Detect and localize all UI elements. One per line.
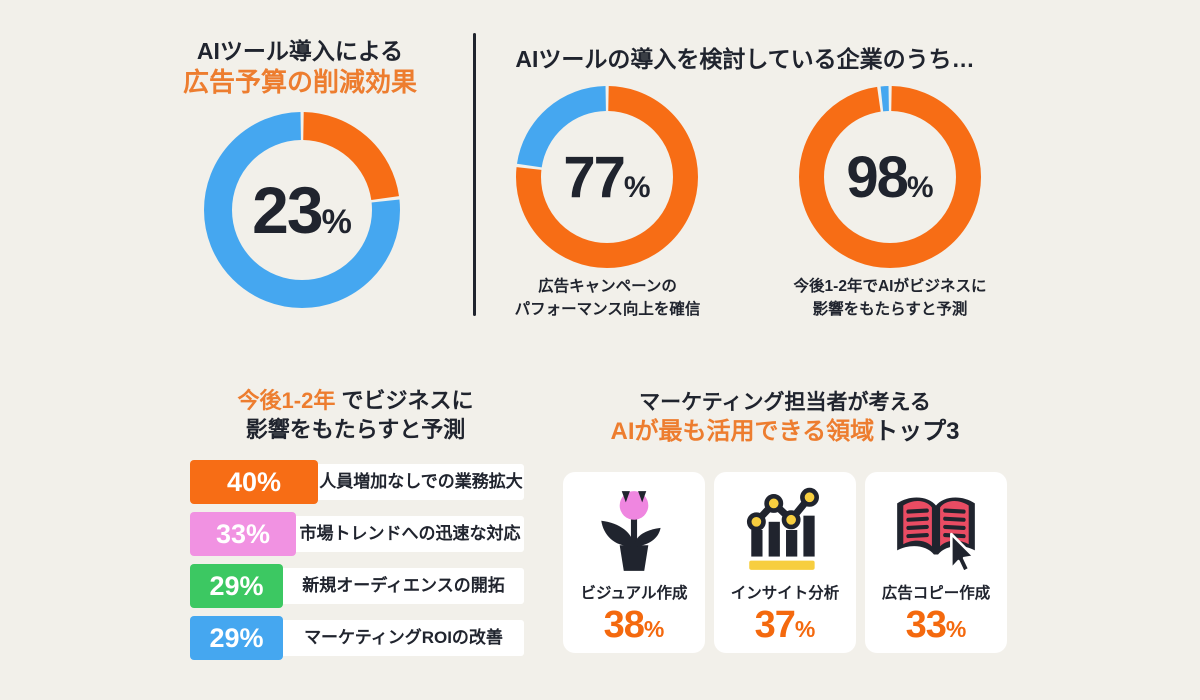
vertical-divider [473, 33, 476, 316]
budget-panel-title: AIツール導入による 広告予算の削減効果 [120, 36, 480, 98]
top3-cards: ビジュアル作成 38% インサイト分析 37% [563, 472, 1007, 653]
caption-line2: 影響をもたらすと予測 [812, 301, 968, 318]
donut-ring [516, 86, 698, 268]
considering-panel-title: AIツールの導入を検討している企業のうち… [515, 46, 975, 72]
impact-panel-title: 今後1-2年 でビジネスに 影響をもたらすと予測 [168, 386, 543, 444]
card-value: 37 [754, 604, 796, 646]
top3-title-line1: マーケティング担当者が考える [639, 391, 931, 414]
card-value: 38 [603, 604, 645, 646]
card-percentage: 38% [604, 604, 665, 647]
bar-row: 40% 人員増加なしでの業務拡大 [190, 460, 524, 504]
bar-row: 29% マーケティングROIの改善 [190, 616, 524, 660]
card-percentage: 37% [755, 604, 816, 647]
bar-value-block: 29% [190, 616, 283, 660]
bar-category-label: 市場トレンドへの迅速な対応 [299, 524, 521, 543]
bar-row: 33% 市場トレンドへの迅速な対応 [190, 512, 524, 556]
caption-line1: 広告キャンペーンの [538, 278, 677, 295]
card-value: 33 [905, 604, 947, 646]
impact-title-highlight: 今後1-2年 [237, 388, 336, 413]
percent-sign: % [945, 616, 967, 642]
budget-title-line2: 広告予算の削減効果 [182, 67, 417, 97]
insight-chart-icon [746, 487, 819, 570]
card-visual-creation: ビジュアル作成 38% [563, 472, 705, 653]
budget-title-line1: AIツール導入による [196, 38, 404, 64]
percent-sign: % [623, 170, 651, 204]
card-insight-analysis: インサイト分析 37% [714, 472, 856, 653]
card-label: ビジュアル作成 [580, 585, 688, 602]
impact-title-line2: 影響をもたらすと予測 [245, 417, 466, 442]
top3-title-suffix: トップ3 [874, 418, 960, 445]
donut-ring [799, 86, 981, 268]
percent-sign: % [906, 170, 934, 204]
bar-category-label: 人員増加なしでの業務拡大 [319, 472, 523, 491]
budget-donut-chart: 23% [204, 112, 400, 308]
bar-value-block: 29% [190, 564, 283, 608]
donut-ring [204, 112, 400, 308]
bar-value-block: 33% [190, 512, 296, 556]
donut-value: 98 [846, 144, 908, 210]
percent-sign: % [794, 616, 816, 642]
impact-bar-chart: 40% 人員増加なしでの業務拡大 33% 市場トレンドへの迅速な対応 29% 新… [190, 460, 524, 668]
impact-prediction-donut-chart: 98% [799, 86, 981, 268]
bar-value-block: 40% [190, 460, 318, 504]
caption-line1: 今後1-2年でAIがビジネスに [793, 278, 987, 295]
donut-value: 23 [252, 173, 323, 247]
open-book-cursor-icon [897, 497, 976, 574]
confidence-donut-chart: 77% [516, 86, 698, 268]
percent-sign: % [643, 616, 665, 642]
caption-line2: パフォーマンス向上を確信 [514, 301, 701, 318]
card-ad-copywriting: 広告コピー作成 33% [865, 472, 1007, 653]
impact-donut-label: 98% [799, 86, 981, 268]
percent-sign: % [321, 203, 352, 241]
bar-category-label: 新規オーディエンスの開拓 [302, 576, 505, 595]
donut-value: 77 [563, 144, 625, 210]
top3-title-highlight: AIが最も活用できる領域 [610, 418, 875, 445]
impact-title-rest: でビジネスに [335, 388, 474, 413]
confidence-donut-caption: 広告キャンペーンの パフォーマンス向上を確信 [495, 275, 720, 321]
impact-title-line1: 今後1-2年 でビジネスに [168, 386, 543, 415]
bar-category-label: マーケティングROIの改善 [304, 628, 503, 647]
card-label: インサイト分析 [730, 585, 840, 602]
budget-donut-label: 23% [204, 112, 400, 308]
bar-row: 29% 新規オーディエンスの開拓 [190, 564, 524, 608]
confidence-donut-label: 77% [516, 86, 698, 268]
top3-panel-title: マーケティング担当者が考える AIが最も活用できる領域トップ3 [575, 388, 995, 446]
card-label: 広告コピー作成 [881, 585, 991, 602]
tulip-icon [601, 491, 661, 571]
top3-title-line2: AIが最も活用できる領域トップ3 [575, 417, 995, 446]
impact-donut-caption: 今後1-2年でAIがビジネスに 影響をもたらすと予測 [770, 275, 1010, 321]
card-percentage: 33% [906, 604, 967, 647]
